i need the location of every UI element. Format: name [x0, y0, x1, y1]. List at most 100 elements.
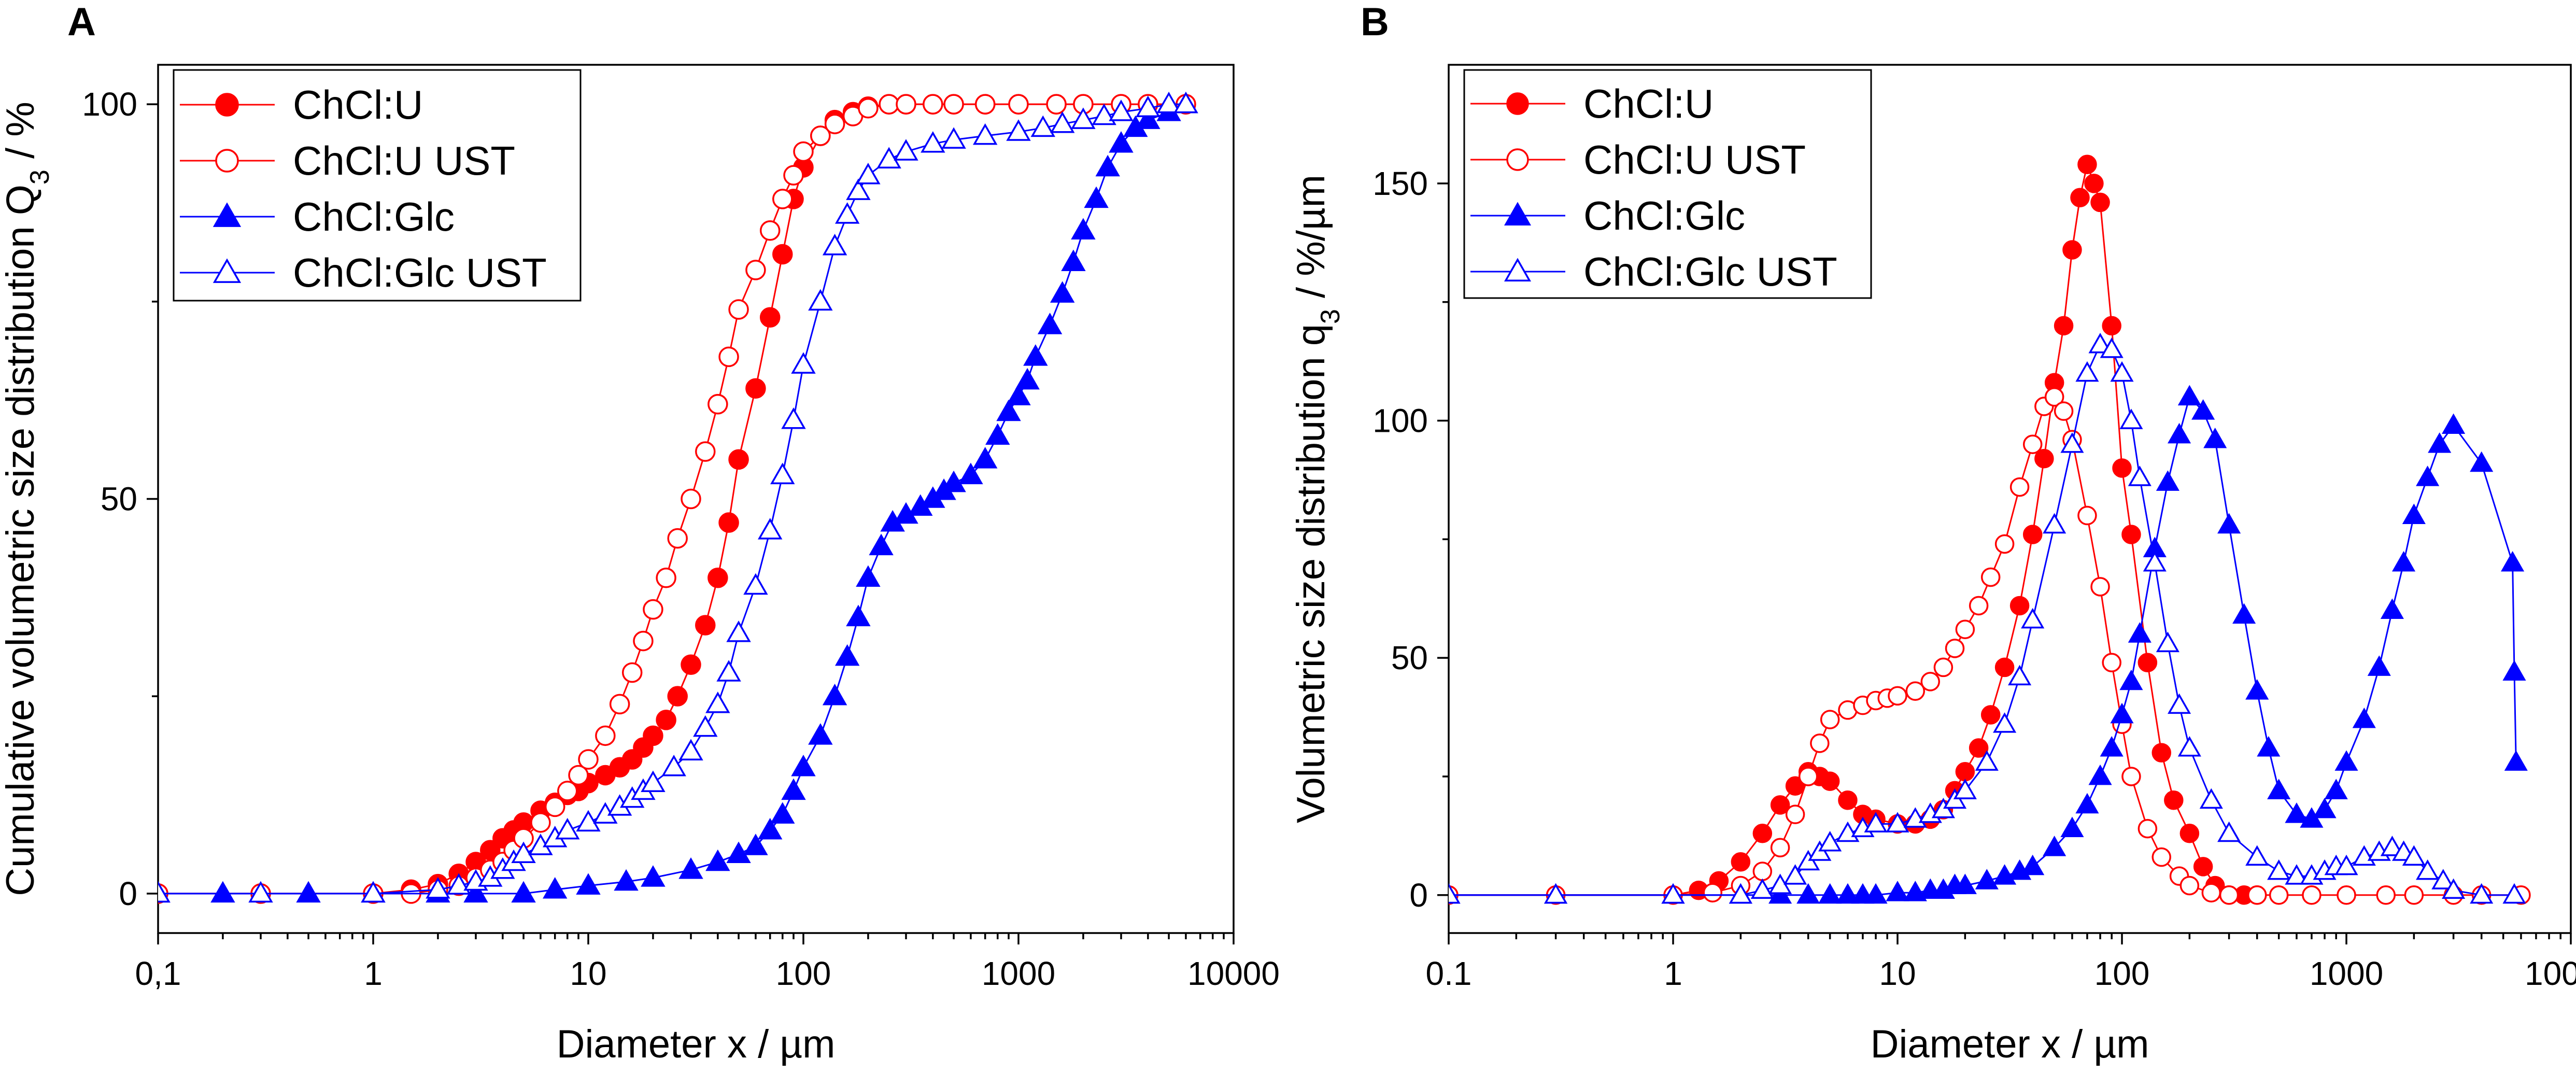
data-point [1071, 218, 1096, 240]
y-tick-label: 50 [1391, 639, 1428, 676]
data-point [1785, 804, 1805, 824]
data-point [1544, 883, 1568, 904]
x-tick-label: 10000 [2525, 955, 2576, 992]
data-point [1084, 186, 1109, 208]
data-point [2203, 428, 2227, 448]
data-point [2179, 824, 2200, 843]
legend-frame [173, 69, 582, 302]
data-point [2054, 316, 2074, 336]
data-point [2334, 750, 2358, 771]
data-point [705, 849, 730, 871]
data-point [2285, 802, 2309, 823]
data-point [693, 715, 718, 737]
data-point [772, 244, 793, 265]
data-point [1173, 91, 1198, 114]
data-point [781, 407, 806, 429]
data-point [2119, 669, 2143, 690]
data-point [2470, 883, 2494, 904]
data-point [2090, 192, 2110, 213]
panel-a: A 0,1 1 10 100 1000 10000 0 50 100 Diameter x / µ… [0, 0, 1280, 1066]
data-point [1729, 883, 1752, 904]
data-point [2119, 408, 2143, 429]
data-point [996, 399, 1021, 421]
x-tick-label: 1 [1664, 955, 1682, 992]
data-point [1905, 681, 1926, 701]
data-point [1109, 100, 1134, 121]
data-point [1006, 384, 1031, 405]
data-point [2285, 864, 2309, 885]
data-point [2088, 764, 2112, 785]
data-point [973, 447, 998, 469]
data-point [2245, 679, 2269, 700]
panel-a-letter: A [67, 0, 96, 44]
y-tick-label: 0 [119, 875, 137, 912]
y-tick-label: 100 [1372, 402, 1428, 439]
data-point [743, 834, 768, 855]
data-point [2232, 603, 2256, 624]
data-point [896, 94, 916, 115]
data-point [2062, 240, 2082, 260]
data-point [2121, 767, 2141, 786]
data-point [1886, 881, 1909, 901]
data-point [921, 131, 945, 153]
data-point [834, 202, 860, 224]
data-point [1109, 131, 1134, 153]
data-point [2044, 387, 2064, 407]
data-point [576, 873, 601, 895]
data-point [2102, 653, 2121, 673]
data-point [869, 533, 894, 556]
y-tick-label: 150 [1372, 165, 1428, 202]
data-point [791, 754, 816, 776]
data-point [858, 98, 879, 119]
data-point [1449, 883, 1461, 904]
legend-label: ChCl:Glc UST [293, 250, 547, 295]
data-point [822, 683, 847, 705]
data-point [1796, 883, 1820, 904]
data-point [661, 754, 686, 776]
data-point [2352, 708, 2376, 728]
data-point [2416, 465, 2440, 486]
series-chcl-glc-ust [1449, 332, 2526, 904]
data-point [2112, 458, 2132, 478]
data-point [557, 781, 578, 801]
data-point [846, 178, 871, 200]
data-point [2177, 736, 2201, 757]
data-point [822, 234, 847, 256]
data-point [641, 770, 666, 792]
data-point [743, 573, 768, 595]
data-point [2060, 432, 2084, 453]
data-point [716, 660, 741, 682]
data-point [2100, 337, 2124, 358]
data-point [614, 869, 639, 891]
data-point [2257, 736, 2281, 757]
data-point [576, 810, 601, 832]
data-point [595, 725, 616, 746]
data-point [2077, 154, 2097, 174]
x-tick-label: 1000 [2310, 955, 2383, 992]
data-point [1888, 686, 1907, 706]
series-chcl-glc [1449, 385, 2528, 904]
y-axis-title: Cumulative volumetric size distribution … [0, 102, 55, 896]
data-point [1810, 733, 1830, 753]
data-point [2380, 836, 2404, 856]
data-point [941, 470, 966, 492]
data-point [1969, 738, 1989, 758]
data-point [1784, 864, 1807, 885]
data-point [2090, 577, 2110, 597]
data-point [2088, 332, 2112, 354]
data-point [1969, 596, 1989, 616]
data-point [2121, 525, 2141, 544]
data-point [1015, 368, 1040, 390]
x-axis-title: Diameter x / µm [1871, 1022, 2149, 1066]
plot-frame [1448, 64, 2572, 934]
data-point [2075, 361, 2099, 382]
data-point [943, 94, 964, 115]
data-point [2167, 422, 2191, 444]
data-point [856, 565, 881, 587]
data-point [2100, 736, 2124, 757]
series-chcl-u-ust [1449, 387, 2531, 905]
data-point [446, 873, 471, 895]
data-point [530, 812, 551, 833]
data-point [2110, 361, 2134, 382]
data-point [1864, 883, 1888, 904]
